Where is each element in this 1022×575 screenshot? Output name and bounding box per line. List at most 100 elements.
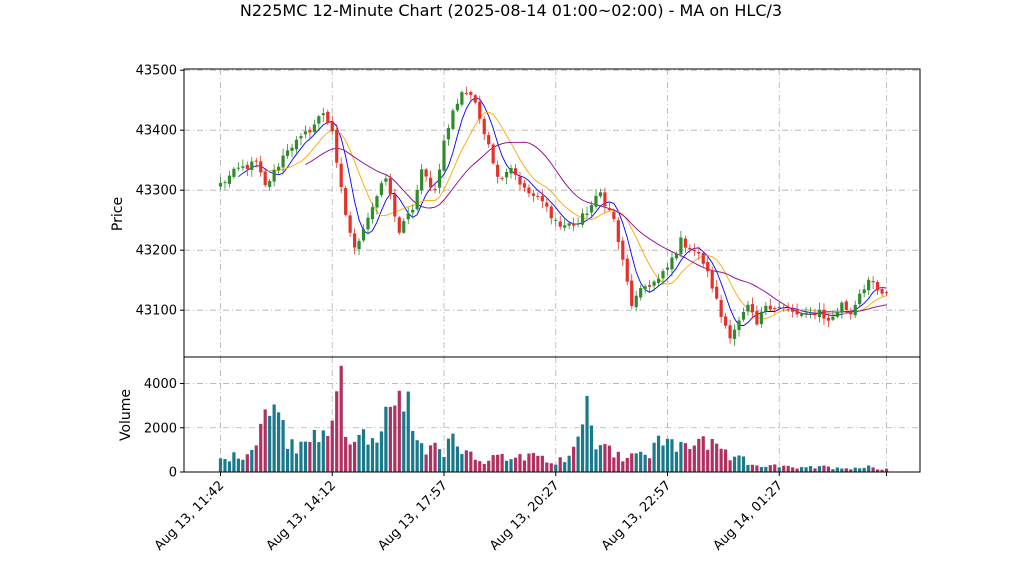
candle-body [545,202,549,207]
candle-body [768,305,772,310]
volume-bar [277,412,281,472]
volume-bar [361,429,366,472]
candle-body [701,252,705,264]
volume-bar [437,449,442,472]
volume-bar [259,423,263,472]
volume-bar [580,424,585,472]
candle-body [397,217,401,233]
candle-body [710,270,714,289]
volume-bar [245,454,249,472]
volume-bar [741,456,746,472]
volume-bar [388,406,392,472]
volume-bar [648,458,652,472]
candle-body [665,267,670,270]
candle-body [268,181,272,187]
candle-body [567,223,571,226]
volume-bar [674,451,679,472]
candle-body [254,160,258,162]
candle-body [737,320,741,331]
candle-body [250,161,254,170]
candle-body [344,188,348,215]
x-tick-label: Aug 13, 22:57 [599,478,675,554]
volume-bar [875,469,880,472]
candle-body [630,280,634,307]
candle-body [697,251,701,254]
candle-body [791,308,795,312]
volume-bar [840,468,844,472]
candle-body [393,194,397,217]
candle-body [218,182,223,187]
volume-bar [366,444,370,472]
candle-body [455,103,460,111]
candle-body [339,163,343,188]
volume-bar [469,451,473,472]
volume-bar [844,468,848,472]
volume-bar [576,436,580,472]
candle-body [871,281,875,283]
volume-bar [460,454,464,472]
candle-body [728,325,732,339]
x-tick-label: Aug 13, 11:42 [152,478,228,554]
volume-bar [759,467,763,472]
volume-bar [482,463,486,472]
candle-body [487,135,491,145]
volume-bar [724,449,728,472]
candle-body [800,313,804,316]
candle-body [773,308,777,310]
candle-body [303,131,308,135]
volume-bar [433,442,437,472]
volume-bar [853,467,857,472]
volume-bar [768,465,772,472]
price-y-ticks: 43100 43200 43300 43400 43500 [136,64,184,319]
volume-bar [357,434,361,472]
candle-body [460,92,464,105]
volume-bar [630,453,634,472]
candle-body [326,111,330,124]
candle-body [732,329,737,339]
ma-short-line [238,97,887,327]
volume-bar [598,445,603,472]
volume-bar [285,448,290,472]
volume-bar [518,454,522,472]
candle-body [661,271,665,279]
candle-body [469,92,473,95]
candle-body [312,124,316,133]
volume-bar [281,419,285,472]
volume-bar [379,431,384,472]
candle-body [232,168,236,177]
volume-bar [464,450,468,472]
volume-bar [527,453,531,472]
candle-body [446,128,451,140]
volume-bar [232,452,236,472]
volume-bar [290,439,294,472]
candle-body [625,258,629,282]
volume-bar [487,460,491,472]
volume-bar [496,454,500,472]
volume-bar [643,454,647,472]
volume-bar [241,459,245,472]
volume-bar [732,456,737,472]
volume-bar [428,445,433,472]
candle-body [437,169,442,188]
volume-bar [719,448,723,472]
candle-body [652,281,656,286]
candle-body [688,247,692,250]
candle-body [330,121,334,132]
candle-body [576,223,580,225]
candle-body [522,183,527,188]
volume-bar [656,435,661,472]
volume-bar [254,445,258,472]
volume-bar [594,449,598,472]
candle-body [594,195,598,207]
volume-bar [263,409,267,472]
volume-axis-label: Volume [118,389,134,441]
candle-body [361,229,366,241]
volume-bar [402,411,406,472]
volume-bar [692,445,696,472]
volume-bar [411,430,415,472]
candle-body [227,175,232,184]
volume-bar [639,451,643,472]
volume-bar [813,468,817,472]
volume-bar [773,464,777,472]
volume-bar [884,468,889,472]
